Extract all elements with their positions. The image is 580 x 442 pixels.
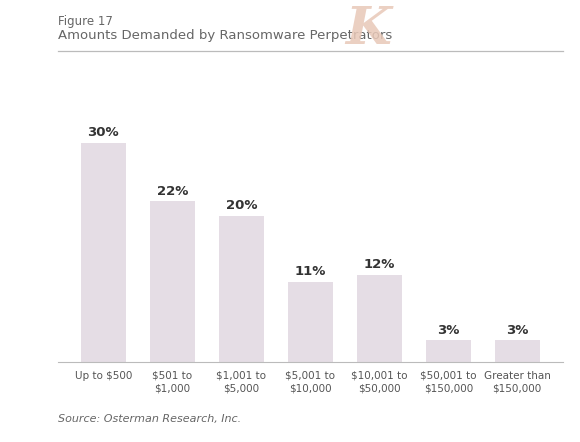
Text: Amounts Demanded by Ransomware Perpetrators: Amounts Demanded by Ransomware Perpetrat… [58,29,392,42]
Text: Source: Osterman Research, Inc.: Source: Osterman Research, Inc. [58,414,241,424]
Text: 22%: 22% [157,185,188,198]
Bar [81,143,126,362]
Text: 3%: 3% [506,324,528,337]
Bar [495,340,539,362]
Text: 11%: 11% [295,265,326,278]
Bar [288,282,333,362]
Bar [150,201,195,362]
Text: 3%: 3% [437,324,459,337]
Bar [426,340,471,362]
Bar [219,216,264,362]
Text: K: K [345,4,392,55]
Text: 30%: 30% [88,126,119,139]
Bar [357,274,402,362]
Text: Figure 17: Figure 17 [58,15,113,28]
Text: 12%: 12% [364,258,395,271]
Text: 20%: 20% [226,199,257,212]
